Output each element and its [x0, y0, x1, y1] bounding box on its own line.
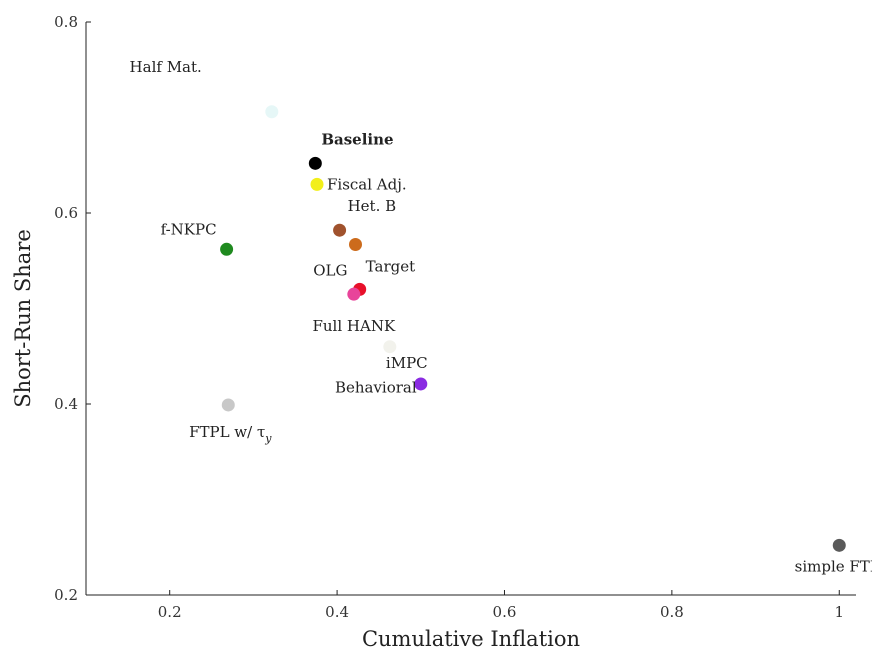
data-point: [349, 238, 362, 252]
x-axis-title: Cumulative Inflation: [362, 627, 580, 651]
point-label: simple FTPL: [795, 557, 872, 575]
point-label: Target: [366, 257, 415, 275]
data-points: [220, 105, 846, 552]
x-tick-label: 0.4: [325, 603, 349, 621]
axes: [85, 22, 856, 596]
point-label: Half Mat.: [130, 58, 202, 76]
point-label: f-NKPC: [161, 220, 217, 238]
y-ticks: 0.2 0.4 0.6 0.8: [54, 13, 91, 604]
x-tick-label: 1: [834, 603, 844, 621]
data-point: [310, 177, 324, 191]
x-tick-label: 0.8: [660, 603, 684, 621]
data-point: [832, 538, 846, 552]
data-point: [265, 105, 279, 119]
point-label: iMPC: [386, 354, 428, 372]
data-point: [333, 223, 347, 237]
data-point: [414, 377, 428, 391]
y-axis-title: Short-Run Share: [11, 229, 35, 408]
y-tick-label: 0.2: [54, 586, 78, 604]
point-label: Het. B: [348, 197, 397, 215]
data-point: [383, 340, 397, 354]
point-label: Fiscal Adj.: [327, 175, 407, 193]
data-point: [308, 156, 322, 170]
point-labels: Baseline Fiscal Adj. Het. B OLG Target Full H…: [130, 58, 872, 576]
point-label: FTPL w/ τy: [189, 423, 272, 445]
x-ticks: 0.2 0.4 0.6 0.8 1: [158, 590, 844, 621]
x-tick-label: 0.2: [158, 603, 182, 621]
data-point: [347, 287, 361, 301]
data-point: [220, 242, 234, 256]
point-label: OLG: [313, 262, 347, 280]
data-point: [221, 398, 235, 412]
y-tick-label: 0.6: [54, 204, 78, 222]
point-label: Full HANK: [312, 317, 395, 335]
point-label: Baseline: [321, 130, 393, 148]
point-label: Behavioral: [335, 379, 417, 397]
y-tick-label: 0.4: [54, 395, 78, 413]
y-tick-label: 0.8: [54, 13, 78, 31]
x-tick-label: 0.6: [493, 603, 517, 621]
